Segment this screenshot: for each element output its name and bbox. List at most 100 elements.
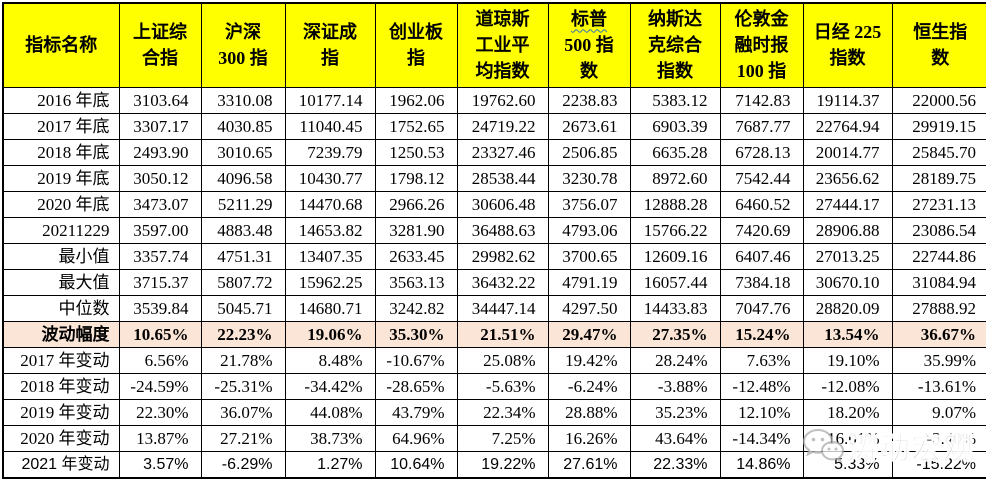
table-row: 2017 年底 3307.17 4030.85 11040.45 1752.65 2471… — [2, 112, 986, 140]
value-cell: 4751.31 — [200, 242, 286, 270]
value-cell: 6635.28 — [629, 138, 721, 166]
value-cell: 5.33% — [802, 450, 893, 478]
value-cell: -3.88% — [629, 372, 721, 400]
value-cell: -24.59% — [118, 372, 202, 400]
value-cell: 36.07% — [200, 398, 286, 426]
table-row: 2019 年底 3050.12 4096.58 10430.77 1798.12 2853… — [2, 164, 986, 192]
spellcheck-squiggle-text: 标普 — [571, 9, 607, 30]
value-cell: 4883.48 — [200, 216, 286, 244]
value-cell: 22.30% — [118, 398, 202, 426]
value-cell: 2506.85 — [547, 138, 631, 166]
column-header: 道琼斯 工业平 均指数 — [456, 2, 549, 88]
value-cell: 2966.26 — [374, 190, 458, 218]
value-cell: 22.33% — [629, 450, 721, 478]
value-cell: -34.42% — [284, 372, 376, 400]
value-cell: 27888.92 — [891, 294, 986, 322]
row-label-cell: 2018 年变动 — [2, 372, 120, 400]
indices-table: 指标名称 上证综 合指 沪深 300 指深证成 指创业板 指道琼斯 工业平 均指数标… — [2, 2, 986, 479]
table-row: 2018 年变动 -24.59% -25.31% -34.42% -28.65% -5.6… — [2, 372, 986, 400]
table-row: 最小值 3357.74 4751.31 13407.35 2633.45 29982.62… — [2, 242, 986, 270]
value-cell: 27.35% — [629, 320, 721, 348]
value-cell: 7.25% — [456, 424, 549, 452]
value-cell: 7.63% — [719, 346, 804, 374]
value-cell: 23086.54 — [891, 216, 986, 244]
value-cell: 7047.76 — [719, 294, 804, 322]
value-cell: 15.24% — [719, 320, 804, 348]
value-cell: 29982.62 — [456, 242, 549, 270]
value-cell: 9.07% — [891, 398, 986, 426]
table-row: 2018 年底 2493.90 3010.65 7239.79 1250.53 23327… — [2, 138, 986, 166]
value-cell: -12.08% — [802, 372, 893, 400]
value-cell: 10177.14 — [284, 86, 376, 114]
value-cell: 3103.64 — [118, 86, 202, 114]
value-cell: 3473.07 — [118, 190, 202, 218]
value-cell: 28.24% — [629, 346, 721, 374]
value-cell: 15766.22 — [629, 216, 721, 244]
value-cell: 4030.85 — [200, 112, 286, 140]
value-cell: 25845.70 — [891, 138, 986, 166]
row-label-cell: 2020 年变动 — [2, 424, 120, 452]
header-row: 指标名称 上证综 合指 沪深 300 指深证成 指创业板 指道琼斯 工业平 均指数标… — [2, 2, 986, 88]
value-cell: 30670.10 — [802, 268, 893, 296]
value-cell: 13407.35 — [284, 242, 376, 270]
value-cell: 6728.13 — [719, 138, 804, 166]
value-cell: 28189.75 — [891, 164, 986, 192]
value-cell: 13.54% — [802, 320, 893, 348]
column-header: 上证综 合指 — [118, 2, 202, 88]
value-cell: 1.27% — [284, 450, 376, 478]
value-cell: 13.87% — [118, 424, 202, 452]
row-label-cell: 2019 年底 — [2, 164, 120, 192]
value-cell: -15.22% — [891, 450, 986, 478]
value-cell: 22.34% — [456, 398, 549, 426]
value-cell: 64.96% — [374, 424, 458, 452]
value-cell: 2633.45 — [374, 242, 458, 270]
table-body: 2016 年底 3103.64 3310.08 10177.14 1962.06 1976… — [2, 86, 986, 478]
value-cell: 5211.29 — [200, 190, 286, 218]
column-header: 纳斯达 克综合 指数 — [629, 2, 721, 88]
value-cell: 36.67% — [891, 320, 986, 348]
table-row: 2020 年变动 13.87% 27.21% 38.73% 64.96% 7.25% 16.… — [2, 424, 986, 452]
value-cell: 3539.84 — [118, 294, 202, 322]
value-cell: 3715.37 — [118, 268, 202, 296]
row-label-cell: 2021 年变动 — [2, 450, 120, 478]
value-cell: 6460.52 — [719, 190, 804, 218]
value-cell: 8.48% — [284, 346, 376, 374]
value-cell: 27231.13 — [891, 190, 986, 218]
value-cell: -13.61% — [891, 372, 986, 400]
value-cell: 14433.83 — [629, 294, 721, 322]
value-cell: 6.56% — [118, 346, 202, 374]
value-cell: 14470.68 — [284, 190, 376, 218]
column-header: 指标名称 — [2, 2, 120, 88]
value-cell: 5045.71 — [200, 294, 286, 322]
value-cell: 4791.19 — [547, 268, 631, 296]
value-cell: 7420.69 — [719, 216, 804, 244]
value-cell: 2238.83 — [547, 86, 631, 114]
value-cell: 15962.25 — [284, 268, 376, 296]
value-cell: 34447.14 — [456, 294, 549, 322]
value-cell: 35.23% — [629, 398, 721, 426]
value-cell: 3281.90 — [374, 216, 458, 244]
value-cell: 22744.86 — [891, 242, 986, 270]
value-cell: 38.73% — [284, 424, 376, 452]
value-cell: 21.51% — [456, 320, 549, 348]
value-cell: 4096.58 — [200, 164, 286, 192]
value-cell: 19762.60 — [456, 86, 549, 114]
value-cell: 3756.07 — [547, 190, 631, 218]
row-label-cell: 2017 年底 — [2, 112, 120, 140]
value-cell: 28820.09 — [802, 294, 893, 322]
value-cell: 22.23% — [200, 320, 286, 348]
column-header: 创业板 指 — [374, 2, 458, 88]
column-header: 恒生指 数 — [891, 2, 986, 88]
column-header: 日经 225 指数 — [802, 2, 893, 88]
value-cell: -6.29% — [200, 450, 286, 478]
value-cell: -6.24% — [547, 372, 631, 400]
value-cell: 14653.82 — [284, 216, 376, 244]
value-cell: 23656.62 — [802, 164, 893, 192]
row-label-cell: 最小值 — [2, 242, 120, 270]
table-row: 波动幅度 10.65% 22.23% 19.06% 35.30% 21.51% 29.47%… — [2, 320, 986, 348]
value-cell: 27.21% — [200, 424, 286, 452]
value-cell: 6903.39 — [629, 112, 721, 140]
value-cell: 36432.22 — [456, 268, 549, 296]
value-cell: 36488.63 — [456, 216, 549, 244]
value-cell: -25.31% — [200, 372, 286, 400]
